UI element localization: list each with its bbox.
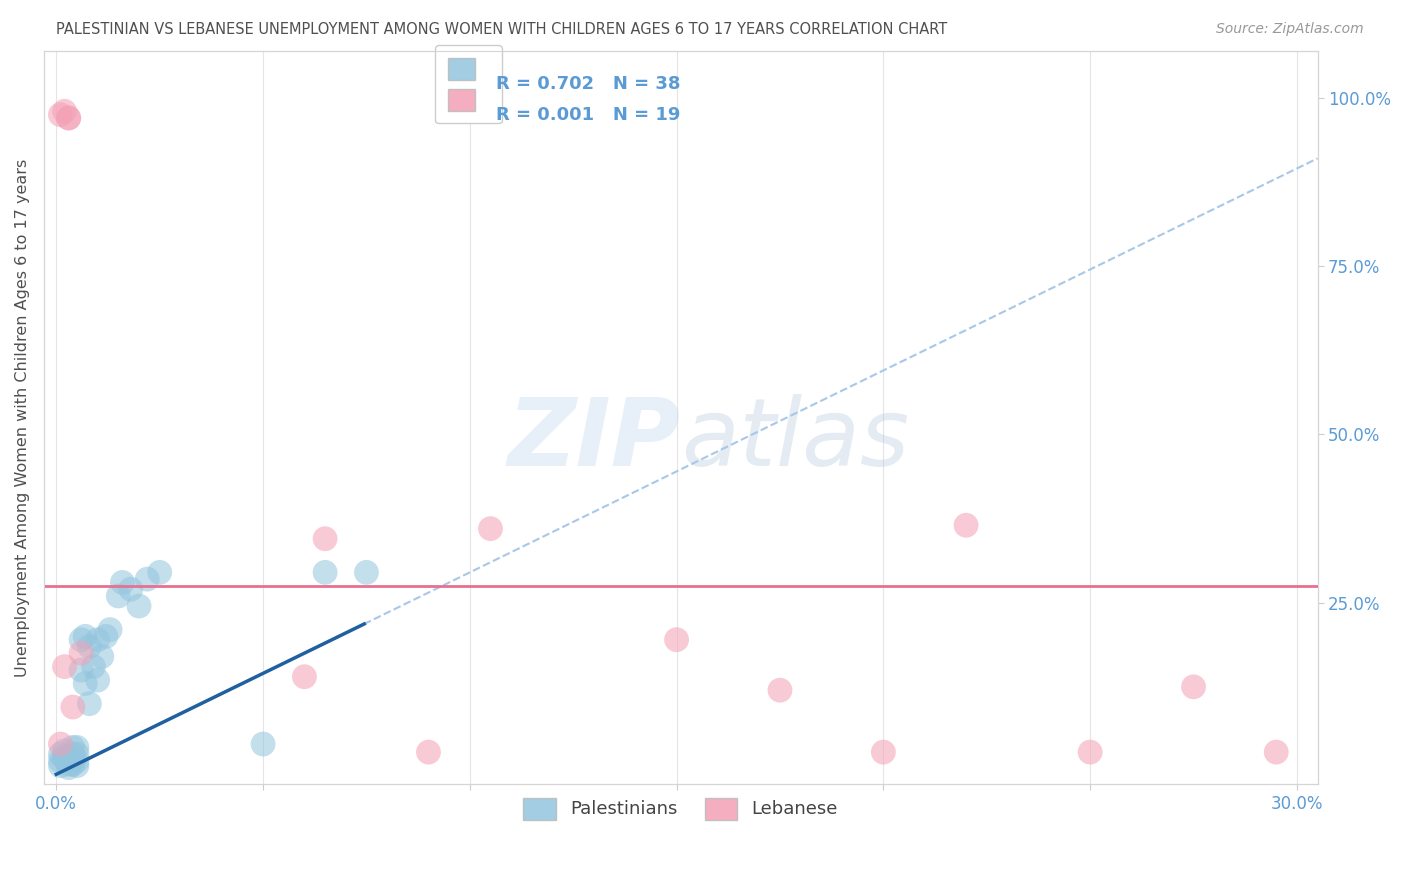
Point xyxy=(955,518,977,533)
Point xyxy=(98,623,121,637)
Point xyxy=(79,640,101,654)
Point xyxy=(49,754,72,768)
Point xyxy=(62,747,84,761)
Point xyxy=(294,670,316,684)
Point xyxy=(58,750,80,764)
Point xyxy=(53,744,76,758)
Point xyxy=(120,582,142,597)
Point xyxy=(53,104,76,119)
Point xyxy=(90,649,112,664)
Point xyxy=(111,575,134,590)
Point xyxy=(136,572,159,586)
Point xyxy=(62,700,84,714)
Point xyxy=(66,758,89,772)
Point xyxy=(70,632,93,647)
Point xyxy=(53,749,76,764)
Point xyxy=(49,747,72,761)
Point xyxy=(94,629,117,643)
Text: Source: ZipAtlas.com: Source: ZipAtlas.com xyxy=(1216,22,1364,37)
Point xyxy=(75,629,97,643)
Point xyxy=(107,589,129,603)
Point xyxy=(53,752,76,766)
Point xyxy=(70,663,93,677)
Point xyxy=(1078,745,1101,759)
Point xyxy=(1265,745,1288,759)
Point xyxy=(49,737,72,751)
Point xyxy=(83,659,105,673)
Point xyxy=(58,757,80,772)
Point xyxy=(58,111,80,125)
Point xyxy=(49,758,72,772)
Point xyxy=(314,532,336,546)
Point xyxy=(58,111,80,125)
Text: R = 0.001   N = 19: R = 0.001 N = 19 xyxy=(496,106,681,124)
Y-axis label: Unemployment Among Women with Children Ages 6 to 17 years: Unemployment Among Women with Children A… xyxy=(15,159,30,677)
Point xyxy=(49,108,72,122)
Point xyxy=(53,659,76,673)
Point xyxy=(769,683,792,698)
Point xyxy=(75,676,97,690)
Point xyxy=(252,737,274,751)
Point xyxy=(665,632,688,647)
Point xyxy=(70,646,93,660)
Point xyxy=(356,566,378,580)
Point xyxy=(128,599,150,613)
Point xyxy=(479,522,502,536)
Point xyxy=(62,757,84,772)
Point xyxy=(58,761,80,775)
Point xyxy=(149,566,172,580)
Point xyxy=(86,632,108,647)
Point xyxy=(314,566,336,580)
Point xyxy=(66,747,89,761)
Text: ZIP: ZIP xyxy=(508,393,681,485)
Point xyxy=(62,754,84,768)
Point xyxy=(66,754,89,768)
Point xyxy=(418,745,440,759)
Point xyxy=(62,740,84,755)
Text: PALESTINIAN VS LEBANESE UNEMPLOYMENT AMONG WOMEN WITH CHILDREN AGES 6 TO 17 YEAR: PALESTINIAN VS LEBANESE UNEMPLOYMENT AMO… xyxy=(56,22,948,37)
Point xyxy=(1182,680,1205,694)
Text: R = 0.702   N = 38: R = 0.702 N = 38 xyxy=(496,75,681,93)
Point xyxy=(872,745,894,759)
Text: atlas: atlas xyxy=(681,394,910,485)
Legend: Palestinians, Lebanese: Palestinians, Lebanese xyxy=(516,790,845,827)
Point xyxy=(86,673,108,687)
Point xyxy=(79,697,101,711)
Point xyxy=(66,740,89,755)
